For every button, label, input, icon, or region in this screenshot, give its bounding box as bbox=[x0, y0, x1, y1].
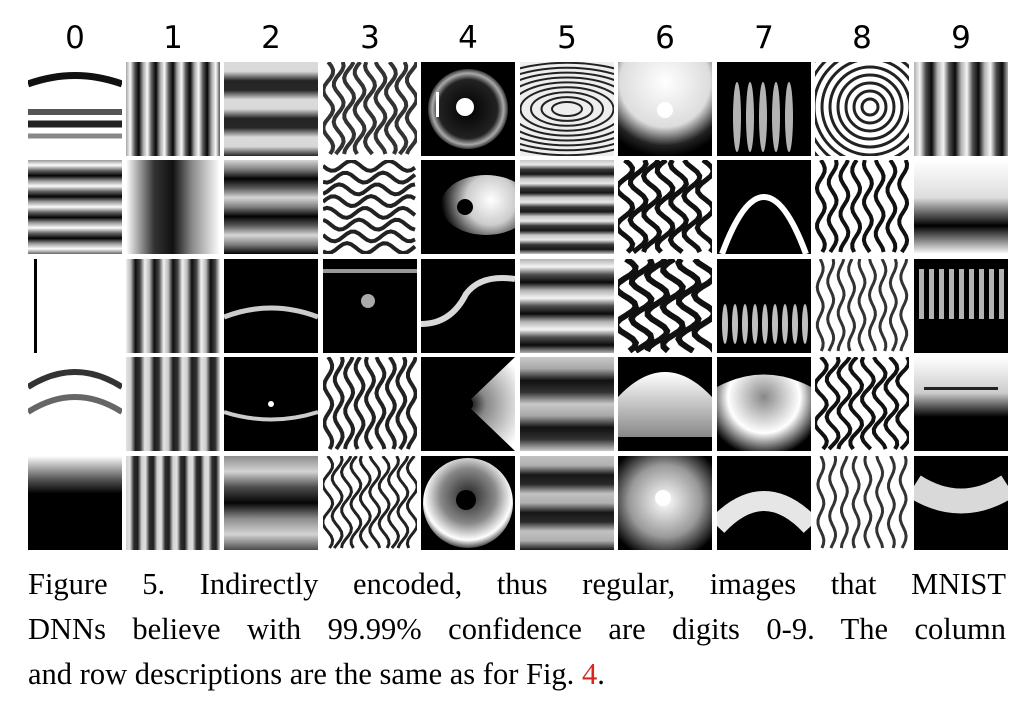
column-label-8: 8 bbox=[852, 20, 872, 56]
pattern-image-r0-c0 bbox=[28, 62, 122, 156]
column-labels: 0 1 2 3 4 5 6 7 8 9 bbox=[0, 16, 1026, 60]
pattern-image-r2-c6 bbox=[618, 259, 712, 353]
column-label-9: 9 bbox=[951, 20, 971, 56]
pattern-image-r3-c9 bbox=[914, 357, 1008, 451]
pattern-image-r1-c4 bbox=[421, 160, 515, 254]
caption-line-3-text: and row descriptions are the same as for… bbox=[28, 657, 582, 691]
pattern-image-r3-c7 bbox=[717, 357, 811, 451]
column-label-2: 2 bbox=[261, 20, 281, 56]
pattern-image-r3-c3 bbox=[323, 357, 417, 451]
pattern-image-r2-c5 bbox=[520, 259, 614, 353]
pattern-image-r4-c8 bbox=[815, 456, 909, 550]
pattern-image-r4-c5 bbox=[520, 456, 614, 550]
caption-line-3: and row descriptions are the same as for… bbox=[28, 652, 1006, 697]
column-label-1: 1 bbox=[163, 20, 183, 56]
pattern-image-r2-c0 bbox=[28, 259, 122, 353]
pattern-image-r3-c6 bbox=[618, 357, 712, 451]
pattern-image-r2-c9 bbox=[914, 259, 1008, 353]
pattern-image-r4-c0 bbox=[28, 456, 122, 550]
pattern-image-r4-c9 bbox=[914, 456, 1008, 550]
pattern-image-r2-c1 bbox=[126, 259, 220, 353]
pattern-image-r1-c8 bbox=[815, 160, 909, 254]
image-grid bbox=[28, 62, 1008, 550]
pattern-image-r1-c7 bbox=[717, 160, 811, 254]
pattern-image-r3-c0 bbox=[28, 357, 122, 451]
pattern-image-r0-c5 bbox=[520, 62, 614, 156]
pattern-image-r4-c2 bbox=[224, 456, 318, 550]
pattern-image-r0-c9 bbox=[914, 62, 1008, 156]
pattern-image-r1-c0 bbox=[28, 160, 122, 254]
pattern-image-r4-c7 bbox=[717, 456, 811, 550]
pattern-image-r1-c2 bbox=[224, 160, 318, 254]
pattern-image-r0-c6 bbox=[618, 62, 712, 156]
pattern-image-r3-c2 bbox=[224, 357, 318, 451]
pattern-image-r1-c3 bbox=[323, 160, 417, 254]
column-label-5: 5 bbox=[557, 20, 577, 56]
pattern-image-r3-c8 bbox=[815, 357, 909, 451]
pattern-image-r4-c4 bbox=[421, 456, 515, 550]
pattern-image-r3-c4 bbox=[421, 357, 515, 451]
figure-caption: Figure 5. Indirectly encoded, thus regul… bbox=[28, 562, 1006, 697]
pattern-image-r1-c9 bbox=[914, 160, 1008, 254]
pattern-image-r1-c1 bbox=[126, 160, 220, 254]
pattern-image-r4-c3 bbox=[323, 456, 417, 550]
pattern-image-r2-c2 bbox=[224, 259, 318, 353]
caption-line-1: Figure 5. Indirectly encoded, thus regul… bbox=[28, 567, 1006, 601]
pattern-image-r0-c3 bbox=[323, 62, 417, 156]
pattern-image-r1-c6 bbox=[618, 160, 712, 254]
pattern-image-r0-c2 bbox=[224, 62, 318, 156]
pattern-image-r2-c4 bbox=[421, 259, 515, 353]
pattern-image-r0-c1 bbox=[126, 62, 220, 156]
pattern-image-r3-c1 bbox=[126, 357, 220, 451]
column-label-6: 6 bbox=[655, 20, 675, 56]
caption-line-2: DNNs believe with 99.99% confidence are … bbox=[28, 612, 1006, 646]
caption-line-3-end: . bbox=[597, 657, 605, 691]
column-label-0: 0 bbox=[65, 20, 85, 56]
pattern-image-r1-c5 bbox=[520, 160, 614, 254]
pattern-image-r2-c3 bbox=[323, 259, 417, 353]
pattern-image-r2-c7 bbox=[717, 259, 811, 353]
column-label-3: 3 bbox=[360, 20, 380, 56]
column-label-7: 7 bbox=[754, 20, 774, 56]
pattern-image-r0-c7 bbox=[717, 62, 811, 156]
pattern-image-r2-c8 bbox=[815, 259, 909, 353]
figure-reference-link[interactable]: 4 bbox=[581, 657, 598, 691]
pattern-image-r3-c5 bbox=[520, 357, 614, 451]
pattern-image-r0-c8 bbox=[815, 62, 909, 156]
column-label-4: 4 bbox=[458, 20, 478, 56]
pattern-image-r4-c6 bbox=[618, 456, 712, 550]
pattern-image-r4-c1 bbox=[126, 456, 220, 550]
pattern-image-r0-c4 bbox=[421, 62, 515, 156]
